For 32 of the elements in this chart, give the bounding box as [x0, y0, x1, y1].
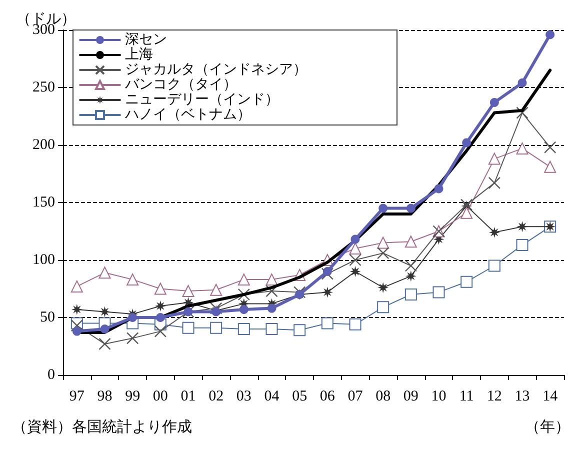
legend-label: 上海 — [125, 46, 153, 62]
y-tick-label: 150 — [32, 194, 55, 210]
y-tick-label: 250 — [32, 80, 55, 96]
x-tick-label: 11 — [459, 388, 474, 404]
legend-label: バンコク（タイ） — [124, 78, 237, 92]
x-tick-label: 02 — [208, 388, 224, 404]
x-tick-label: 00 — [152, 388, 168, 404]
y-tick-label: 100 — [32, 252, 55, 268]
legend-label: ハノイ（ベトナム） — [124, 108, 251, 122]
x-tick-label: 10 — [431, 388, 446, 404]
x-tick-label: 14 — [542, 388, 558, 404]
x-tick-label: 03 — [236, 388, 252, 404]
x-tick-label: 08 — [376, 388, 391, 404]
x-tick-label: 06 — [320, 388, 336, 404]
x-tick-label: 04 — [264, 388, 280, 404]
legend-label: 深セン — [125, 32, 167, 48]
x-axis-title: （年） — [525, 418, 570, 436]
y-tick-label: 200 — [32, 137, 55, 153]
x-tick-label: 99 — [125, 388, 140, 404]
x-tick-label: 05 — [292, 388, 308, 404]
y-tick-label: 0 — [48, 367, 55, 383]
legend-label: ニューデリー（インド） — [125, 92, 279, 108]
x-tick-label: 98 — [97, 388, 112, 404]
y-tick-label: 50 — [40, 310, 55, 326]
x-tick-label: 97 — [69, 388, 85, 404]
x-tick-label: 12 — [486, 388, 502, 404]
legend-label: ジャカルタ（インドネシア） — [125, 62, 307, 78]
x-tick-label: 09 — [403, 388, 418, 404]
x-tick-label: 01 — [180, 388, 196, 404]
text: （資料）各国統計より作成 — [12, 418, 192, 436]
x-tick-label: 13 — [514, 388, 530, 404]
x-tick-label: 07 — [348, 388, 364, 404]
